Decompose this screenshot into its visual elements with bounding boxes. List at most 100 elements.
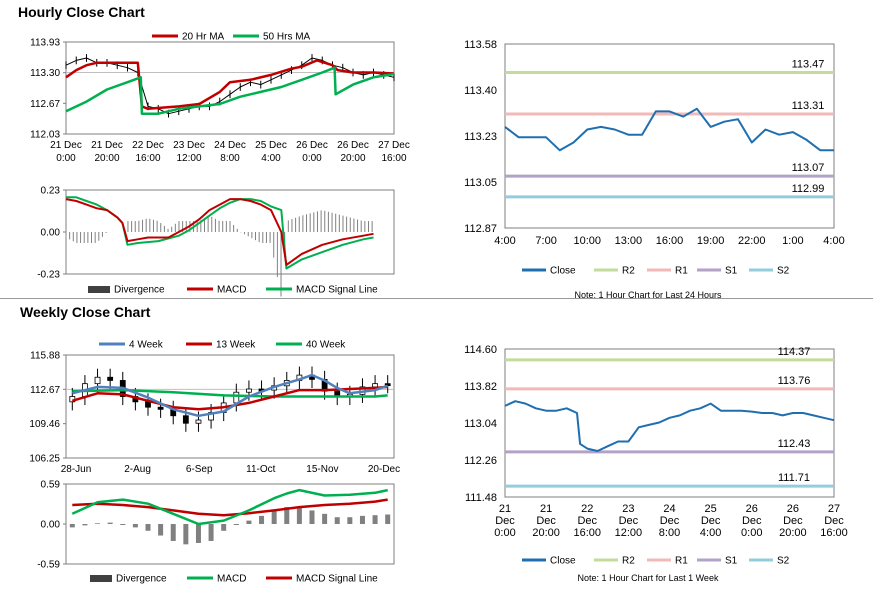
hourly-price-y-tick: 113.30 bbox=[30, 68, 60, 79]
hourly-levels-x-tick: 22:00 bbox=[738, 235, 766, 247]
hourly-levels-legend-s2-label: S2 bbox=[777, 266, 790, 277]
weekly-levels-level-label: 114.37 bbox=[778, 346, 811, 358]
hourly-macd-y-tick: 0.23 bbox=[41, 186, 61, 197]
weekly-levels-legend-s1-label: S1 bbox=[725, 556, 738, 567]
hourly-legend-ma20-label: 20 Hr MA bbox=[182, 32, 225, 43]
hourly-signal-line bbox=[66, 196, 374, 270]
weekly-candle-body bbox=[157, 406, 164, 410]
weekly-divergence-bar bbox=[334, 517, 340, 524]
hourly-price-x-tick: 4:00 bbox=[261, 153, 281, 164]
weekly-levels-x-tick: 20:00 bbox=[532, 527, 560, 539]
weekly-levels-y-tick: 111.48 bbox=[465, 492, 497, 504]
weekly-levels-x-tick: Dec bbox=[495, 515, 515, 527]
weekly-legend-macd-label: MACD bbox=[217, 574, 246, 585]
weekly-levels-legend-r1-label: R1 bbox=[675, 556, 688, 567]
weekly-levels-level-label: 112.43 bbox=[778, 438, 811, 450]
hourly-price-x-tick: 22 Dec bbox=[132, 140, 164, 151]
hourly-price-x-tick: 16:00 bbox=[135, 153, 160, 164]
hourly-levels-x-tick: 10:00 bbox=[573, 235, 601, 247]
weekly-levels-close-line bbox=[504, 400, 835, 452]
weekly-candle-body bbox=[384, 383, 391, 387]
weekly-levels-y-tick: 113.04 bbox=[464, 418, 497, 430]
weekly-divergence-bar bbox=[221, 524, 227, 531]
hourly-levels-frame bbox=[504, 43, 835, 229]
hourly-levels-y-tick: 113.05 bbox=[464, 177, 497, 189]
hourly-price-x-tick: 26 Dec bbox=[337, 140, 369, 151]
weekly-divergence-bar bbox=[271, 510, 277, 524]
weekly-candle-body bbox=[246, 388, 252, 393]
weekly-legend-signal-label: MACD Signal Line bbox=[296, 574, 378, 585]
weekly-levels-x-tick: 25 bbox=[705, 503, 717, 515]
weekly-price-x-tick: 6-Sep bbox=[186, 464, 213, 475]
hourly-levels-legend-r1-label: R1 bbox=[675, 266, 688, 277]
hourly-price-x-tick: 27 Dec bbox=[378, 140, 410, 151]
hourly-price-x-tick: 0:00 bbox=[302, 153, 322, 164]
hourly-price-close-line bbox=[65, 57, 395, 115]
hourly-levels-x-tick: 7:00 bbox=[535, 235, 556, 247]
hourly-macd-y-tick: -0.23 bbox=[37, 270, 60, 281]
hourly-legend-macd-label: MACD bbox=[217, 285, 246, 296]
hourly-levels-legend-close-label: Close bbox=[550, 266, 576, 277]
weekly-price-y-tick: 115.88 bbox=[30, 351, 60, 362]
weekly-divergence-bar bbox=[284, 507, 290, 524]
section-divider bbox=[0, 298, 873, 299]
weekly-levels-x-tick: Dec bbox=[701, 515, 721, 527]
weekly-divergence-bar bbox=[145, 524, 151, 531]
hourly-price-y-tick: 112.03 bbox=[30, 130, 60, 141]
hourly-levels-level-label: 113.07 bbox=[792, 162, 825, 174]
weekly-legend-divergence-label: Divergence bbox=[116, 574, 167, 585]
weekly-price-x-tick: 2-Aug bbox=[124, 464, 151, 475]
weekly-levels-x-tick: Dec bbox=[660, 515, 680, 527]
weekly-divergence-bar bbox=[233, 524, 239, 525]
hourly-price-x-tick: 21 Dec bbox=[50, 140, 82, 151]
weekly-levels-x-tick: 27 bbox=[828, 503, 840, 515]
weekly-ma4-line bbox=[71, 373, 389, 418]
hourly-price-x-tick: 20:00 bbox=[340, 153, 365, 164]
hourly-price-x-tick: 23 Dec bbox=[173, 140, 205, 151]
weekly-candle-body bbox=[372, 383, 378, 388]
hourly-levels-note: Note: 1 Hour Chart for Last 24 Hours bbox=[574, 290, 722, 300]
weekly-levels-level-label: 111.71 bbox=[778, 472, 810, 484]
weekly-levels-legend-r2-label: R2 bbox=[622, 556, 635, 567]
weekly-levels-x-tick: Dec bbox=[783, 515, 803, 527]
hourly-levels-level-label: 113.31 bbox=[792, 100, 825, 112]
weekly-price-x-tick: 20-Dec bbox=[368, 464, 400, 475]
hourly-price-frame bbox=[65, 41, 395, 135]
hourly-levels-level-label: 113.47 bbox=[792, 59, 825, 71]
weekly-divergence-bar bbox=[183, 524, 189, 545]
weekly-price-x-tick: 11-Oct bbox=[246, 464, 275, 475]
hourly-macd-y-tick: 0.00 bbox=[41, 228, 61, 239]
weekly-levels-y-tick: 112.26 bbox=[464, 455, 497, 467]
weekly-levels-x-tick: Dec bbox=[742, 515, 762, 527]
weekly-legend-ma4-label: 4 Week bbox=[129, 340, 164, 351]
weekly-divergence-bar bbox=[107, 522, 113, 524]
weekly-legend-ma13-label: 13 Week bbox=[216, 340, 256, 351]
weekly-levels-x-tick: 20:00 bbox=[779, 527, 807, 539]
hourly-legend-signal-label: MACD Signal Line bbox=[296, 285, 378, 296]
weekly-candle-body bbox=[233, 391, 240, 404]
weekly-macd-y-tick: -0.59 bbox=[37, 560, 60, 571]
hourly-ma20-line bbox=[65, 59, 395, 111]
weekly-price-y-tick: 106.25 bbox=[29, 454, 60, 465]
weekly-macd-y-tick: 0.00 bbox=[41, 520, 61, 531]
weekly-levels-x-tick: 4:00 bbox=[700, 527, 721, 539]
weekly-levels-x-tick: 0:00 bbox=[494, 527, 515, 539]
weekly-levels-x-tick: 12:00 bbox=[615, 527, 643, 539]
hourly-ma50-line bbox=[65, 66, 395, 115]
weekly-levels-y-tick: 113.82 bbox=[464, 381, 497, 393]
weekly-divergence-bar bbox=[132, 524, 138, 528]
hourly-levels-x-tick: 4:00 bbox=[823, 235, 844, 247]
weekly-levels-x-tick: 8:00 bbox=[659, 527, 680, 539]
weekly-levels-x-tick: 21 bbox=[540, 503, 552, 515]
weekly-divergence-bar bbox=[120, 524, 126, 525]
weekly-levels-x-tick: Dec bbox=[577, 515, 597, 527]
weekly-divergence-bar bbox=[322, 513, 328, 524]
hourly-levels-y-tick: 113.23 bbox=[464, 131, 497, 143]
weekly-price-y-tick: 109.46 bbox=[29, 419, 60, 430]
weekly-divergence-bar bbox=[359, 515, 365, 524]
weekly-divergence-bar bbox=[158, 524, 164, 536]
hourly-levels-x-tick: 1:00 bbox=[782, 235, 803, 247]
hourly-levels-x-tick: 19:00 bbox=[697, 235, 725, 247]
hourly-levels-y-tick: 113.58 bbox=[464, 39, 497, 51]
hourly-levels-x-tick: 13:00 bbox=[615, 235, 643, 247]
